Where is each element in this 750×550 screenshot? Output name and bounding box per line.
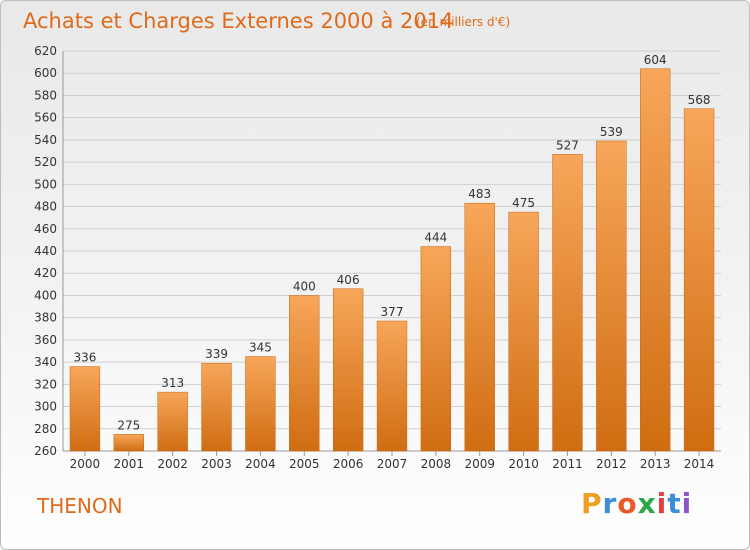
bar-2007: [376, 320, 408, 452]
data-label: 345: [249, 341, 272, 355]
x-tick-label: 2004: [245, 457, 276, 471]
y-tick-label: 560: [34, 111, 57, 125]
data-labels: 336 275 313 339 345 400 406 377 444 483 475 527 539 6…: [73, 53, 710, 433]
data-label: 339: [205, 347, 228, 361]
bar-2014: [683, 108, 715, 452]
y-tick-label: 480: [34, 200, 57, 214]
chart-title: Achats et Charges Externes 2000 à 2014: [23, 9, 454, 33]
y-tick-label: 440: [34, 244, 57, 258]
y-tick-label: 460: [34, 222, 57, 236]
bar-2011: [552, 154, 583, 452]
bar-2008: [420, 246, 452, 452]
x-tick-label: 2012: [596, 457, 627, 471]
x-tick-label: 2003: [201, 457, 232, 471]
data-label: 406: [337, 273, 360, 287]
y-tick-label: 380: [34, 311, 57, 325]
x-tick-label: 2005: [289, 457, 320, 471]
bar-2013: [640, 68, 671, 452]
data-label: 400: [293, 279, 316, 293]
bar-2004: [245, 356, 276, 452]
data-label: 313: [161, 376, 184, 390]
data-label: 483: [468, 187, 491, 201]
y-tick-label: 300: [34, 400, 57, 414]
x-tick-label: 2007: [377, 457, 408, 471]
y-tick-label: 320: [34, 377, 57, 391]
bar-2006: [332, 288, 364, 452]
data-label: 444: [424, 231, 447, 245]
logo-letter: r: [602, 487, 618, 520]
logo-letter: t: [667, 487, 682, 520]
y-tick-label: 520: [34, 155, 57, 169]
y-tick-label: 400: [34, 288, 57, 302]
bar-2002: [157, 391, 188, 452]
data-label: 539: [600, 125, 623, 139]
data-label: 604: [644, 53, 667, 67]
y-tick-label: 500: [34, 177, 57, 191]
data-label: 377: [381, 305, 404, 319]
y-tick-label: 600: [34, 66, 57, 80]
bar-2009: [464, 202, 495, 452]
data-label: 275: [117, 418, 140, 432]
data-label: 336: [73, 351, 96, 365]
x-tick-label: 2008: [421, 457, 452, 471]
y-tick-labels: 260 280 300 320 340 360 380 400 420 440 460 480 500 5…: [34, 44, 57, 458]
bar-2003: [201, 362, 232, 452]
data-label: 568: [688, 93, 711, 107]
x-tick-label: 2014: [684, 457, 715, 471]
bars: [69, 68, 715, 452]
logo-letter: i: [656, 487, 668, 520]
logo-letter: o: [617, 487, 638, 520]
chart-subtitle: (en milliers d'€): [416, 15, 511, 29]
y-tick-label: 360: [34, 333, 57, 347]
proxiti-logo: Proxiti: [581, 487, 692, 520]
y-tick-label: 260: [34, 444, 57, 458]
y-tick-label: 580: [34, 88, 57, 102]
x-tick-labels: 2000 2001 2002 2003 2004 2005 2006 2007 2008 2009…: [70, 457, 715, 471]
bar-2012: [596, 140, 627, 452]
x-tick-label: 2000: [70, 457, 101, 471]
x-tick-label: 2002: [157, 457, 188, 471]
y-tick-label: 540: [34, 133, 57, 147]
x-tick-label: 2011: [552, 457, 583, 471]
data-label: 527: [556, 138, 579, 152]
x-tick-label: 2006: [333, 457, 364, 471]
bar-2000: [69, 366, 101, 452]
logo-letter: x: [637, 487, 657, 520]
data-label: 475: [512, 196, 535, 210]
y-tick-label: 280: [34, 422, 57, 436]
logo-letter: P: [581, 487, 603, 520]
bar-2010: [508, 211, 539, 452]
x-tick-label: 2013: [640, 457, 671, 471]
x-tick-label: 2001: [114, 457, 145, 471]
x-tick-label: 2009: [464, 457, 495, 471]
y-tick-label: 420: [34, 266, 57, 280]
y-tick-label: 620: [34, 44, 57, 58]
y-tick-label: 340: [34, 355, 57, 369]
commune-name: THENON: [37, 494, 123, 518]
bar-2005: [289, 295, 320, 452]
x-tick-label: 2010: [508, 457, 539, 471]
logo-letter: i: [681, 487, 693, 520]
bar-2001: [113, 434, 144, 452]
